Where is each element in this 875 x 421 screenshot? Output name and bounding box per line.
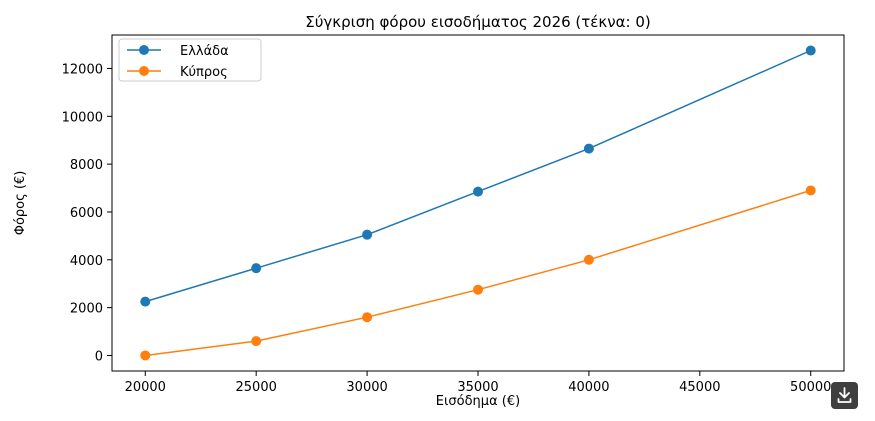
y-tick-label: 8000	[70, 158, 103, 173]
data-point	[362, 312, 373, 323]
x-tick-label: 25000	[236, 380, 277, 395]
data-point	[805, 185, 816, 196]
data-point	[583, 254, 594, 265]
legend-label-greece: Ελλάδα	[180, 44, 229, 59]
y-tick-label: 2000	[70, 302, 103, 317]
legend-label-cyprus: Κύπρος	[180, 65, 228, 80]
legend-marker-cyprus	[139, 66, 149, 76]
x-tick-label: 45000	[679, 380, 720, 395]
data-point	[140, 296, 151, 307]
chart-title: Σύγκριση φόρου εισοδήματος 2026 (τέκνα: …	[305, 13, 651, 31]
y-tick-label: 6000	[70, 206, 103, 221]
y-tick-label: 12000	[62, 62, 103, 77]
y-axis-label: Φόρος (€)	[13, 171, 28, 236]
x-axis: 20000 25000 30000 35000 40000 45000 50000	[125, 371, 831, 395]
series-line-1	[145, 189, 811, 357]
data-point	[362, 229, 373, 240]
data-point	[473, 284, 483, 295]
data-point	[140, 350, 151, 361]
y-tick-label: 0	[95, 349, 103, 364]
y-axis: 0 2000 4000 6000 8000 10000 12000	[62, 62, 112, 364]
x-tick-label: 50000	[790, 380, 831, 395]
x-tick-label: 20000	[125, 380, 166, 395]
download-button[interactable]	[831, 382, 858, 409]
series-line-0	[145, 49, 812, 303]
x-tick-label: 35000	[457, 380, 498, 395]
x-tick-label: 30000	[346, 380, 387, 395]
data-point	[583, 143, 594, 154]
y-tick-label: 10000	[62, 110, 103, 125]
x-tick-label: 40000	[568, 380, 609, 395]
legend-marker-greece	[139, 45, 149, 55]
x-axis-label: Εισόδημα (€)	[436, 394, 520, 409]
data-point	[251, 336, 262, 347]
data-point	[805, 45, 816, 56]
download-icon	[837, 387, 852, 403]
legend: Ελλάδα Κύπρος	[118, 38, 262, 82]
plot-frame	[111, 34, 845, 372]
y-tick-label: 4000	[70, 254, 103, 269]
series-layer	[140, 45, 816, 361]
data-point	[251, 263, 262, 274]
data-point	[473, 186, 483, 197]
